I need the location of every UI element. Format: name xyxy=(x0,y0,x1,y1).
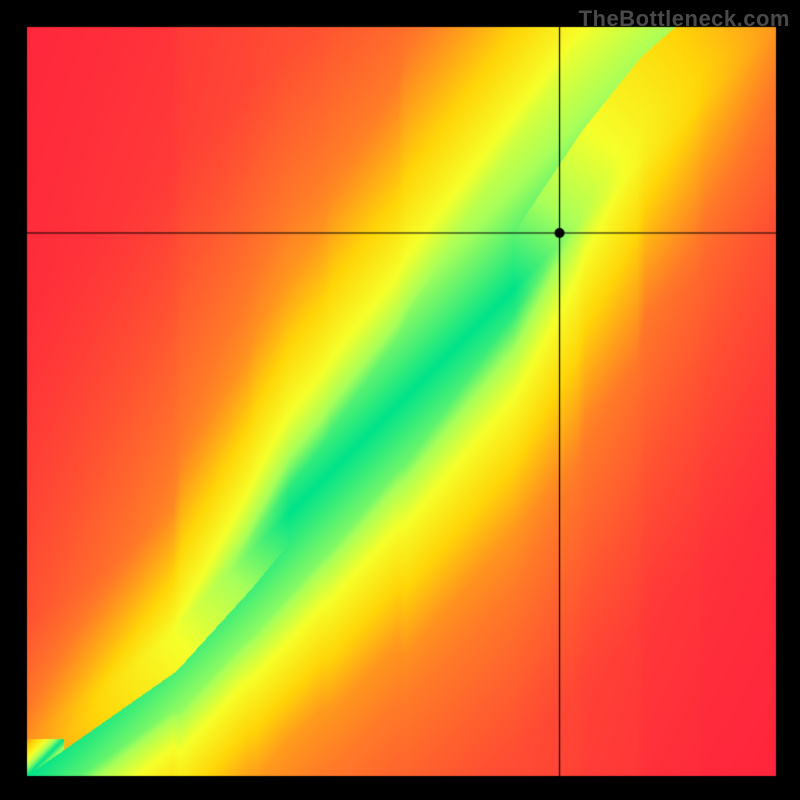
watermark-text: TheBottleneck.com xyxy=(579,6,790,32)
chart-container: TheBottleneck.com xyxy=(0,0,800,800)
bottleneck-heatmap-canvas xyxy=(0,0,800,800)
